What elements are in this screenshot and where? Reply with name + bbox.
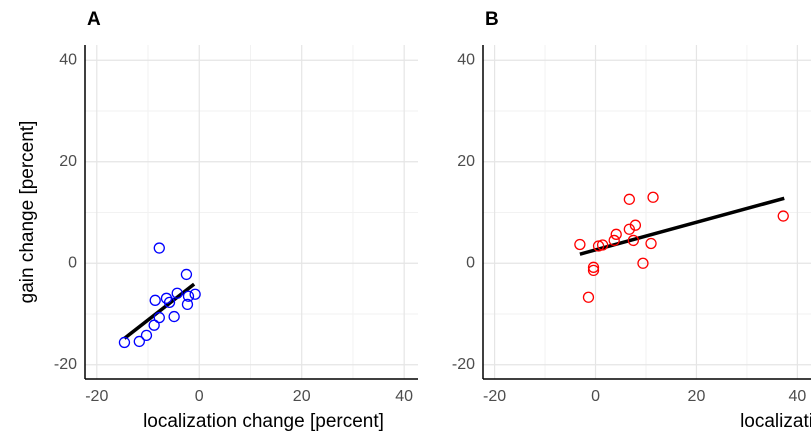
y-tick-label: 0: [466, 254, 475, 271]
y-tick-label: 0: [68, 254, 77, 271]
point: [623, 223, 635, 235]
y-tick-label: 20: [457, 153, 475, 170]
point: [153, 242, 165, 254]
point: [608, 234, 620, 247]
point: [647, 191, 659, 203]
point: [637, 257, 649, 269]
point: [168, 310, 180, 323]
point: [582, 291, 595, 303]
x-tick-label: -20: [483, 388, 506, 405]
point: [587, 261, 600, 273]
x-tick-label: 40: [395, 388, 413, 405]
y-tick-label: 40: [457, 51, 475, 68]
point: [610, 228, 622, 240]
point: [182, 290, 195, 302]
point: [645, 237, 657, 250]
point: [181, 298, 194, 311]
point: [148, 319, 160, 331]
fit-line: [579, 196, 785, 256]
point: [596, 239, 609, 251]
x-tick-label: 20: [293, 388, 311, 405]
x-axis-label: localization change [percent]: [143, 411, 384, 432]
point: [149, 294, 161, 306]
x-tick-label: 0: [195, 388, 204, 405]
y-tick-label: 20: [59, 153, 77, 170]
panel-title: A: [87, 9, 101, 30]
point: [163, 296, 176, 309]
y-tick-label: 40: [59, 51, 77, 68]
point: [118, 336, 131, 349]
x-tick-label: 20: [688, 388, 706, 405]
point: [153, 311, 165, 324]
point: [627, 234, 640, 247]
x-tick-label: 40: [788, 388, 806, 405]
x-tick-label: 0: [591, 388, 600, 405]
point: [140, 329, 153, 341]
y-tick-label: -20: [452, 356, 475, 373]
point: [180, 268, 193, 281]
point: [587, 264, 600, 277]
point: [133, 335, 145, 348]
y-tick-label: -20: [54, 356, 77, 373]
point: [629, 219, 642, 231]
point: [777, 210, 789, 222]
fit-line: [123, 282, 196, 340]
y-axis-label: gain change [percent]: [17, 121, 38, 304]
point: [171, 287, 183, 299]
point: [592, 240, 605, 252]
x-axis-label: localization change [percent]: [740, 411, 811, 432]
point: [574, 238, 586, 251]
x-tick-label: -20: [85, 388, 108, 405]
panel-title: B: [485, 9, 499, 30]
point: [189, 288, 201, 300]
point: [623, 193, 635, 205]
